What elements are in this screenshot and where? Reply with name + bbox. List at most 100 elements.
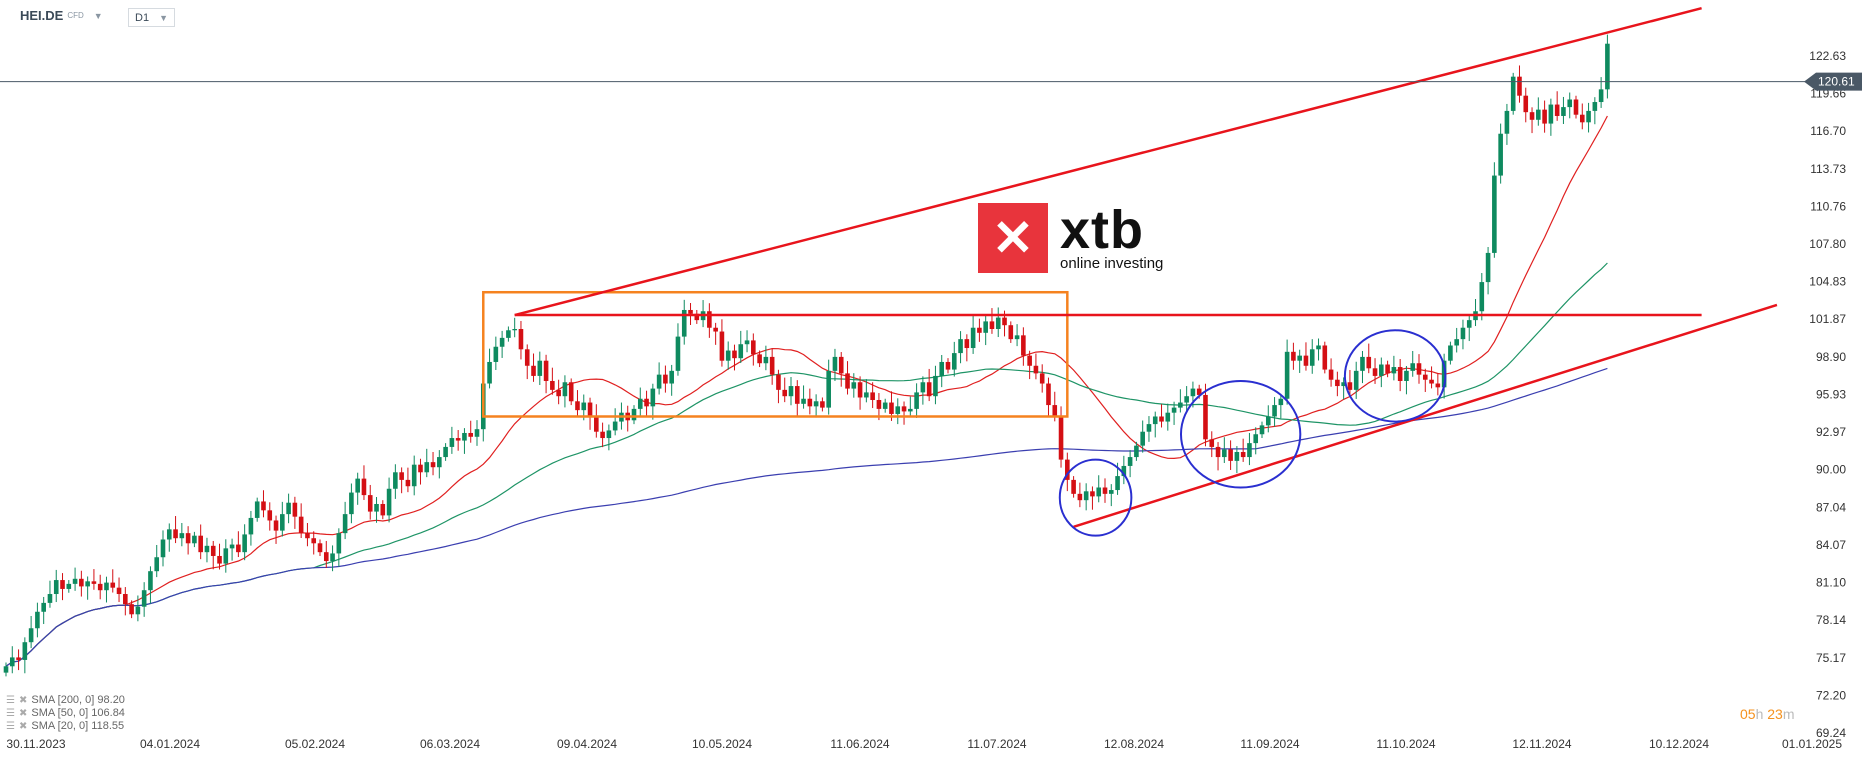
xtb-x-icon: ✕ bbox=[978, 203, 1048, 273]
candle bbox=[801, 385, 806, 409]
y-tick-label: 116.70 bbox=[1810, 124, 1846, 138]
y-tick-label: 113.73 bbox=[1810, 162, 1846, 176]
candle bbox=[1335, 371, 1340, 397]
candle-body bbox=[769, 356, 775, 375]
candle-body bbox=[763, 356, 769, 364]
candle-body bbox=[129, 604, 134, 615]
candle bbox=[223, 539, 229, 573]
candle-body bbox=[1360, 356, 1365, 371]
candle-body bbox=[1127, 457, 1133, 466]
candle bbox=[66, 580, 72, 593]
current-price-tag: 120.61 bbox=[1804, 72, 1862, 91]
candle-body bbox=[675, 336, 681, 371]
legend-sma-20[interactable]: ☰ ✖ SMA [20, 0] 118.55 bbox=[6, 720, 124, 732]
candle-body bbox=[85, 581, 90, 587]
candle-body bbox=[1422, 374, 1428, 380]
candle-body bbox=[91, 581, 97, 584]
candle bbox=[518, 320, 524, 360]
candle-body bbox=[1303, 355, 1309, 366]
y-tick-label: 101.87 bbox=[1809, 312, 1846, 326]
candle-body bbox=[1429, 379, 1434, 384]
candle bbox=[1165, 403, 1171, 431]
candle-body bbox=[958, 339, 963, 354]
candle-body bbox=[1121, 465, 1127, 477]
candle-body bbox=[499, 337, 505, 347]
legend-label: SMA [50, 0] 106.84 bbox=[31, 707, 125, 719]
candle bbox=[556, 379, 561, 405]
settings-icon[interactable]: ☰ bbox=[6, 720, 15, 732]
candle bbox=[719, 319, 725, 367]
x-tick-label: 10.12.2024 bbox=[1649, 737, 1709, 751]
countdown-minutes: 23 bbox=[1767, 706, 1783, 722]
candle bbox=[788, 376, 794, 406]
candle-body bbox=[28, 628, 34, 643]
candle-body bbox=[1215, 446, 1221, 458]
candle-body bbox=[1027, 355, 1032, 366]
candle bbox=[1510, 72, 1516, 115]
candle-body bbox=[719, 331, 725, 361]
candle-body bbox=[970, 327, 976, 349]
candle-body bbox=[1046, 383, 1051, 406]
symbol-name: HEI.DE bbox=[20, 8, 64, 23]
x-tick-label: 11.06.2024 bbox=[830, 737, 889, 751]
candle-body bbox=[757, 354, 762, 364]
candle-body bbox=[1536, 109, 1541, 120]
candle-body bbox=[1014, 335, 1020, 340]
symbol-selector[interactable]: HEI.DE CFD ▼ bbox=[20, 8, 103, 23]
settings-icon[interactable]: ☰ bbox=[6, 694, 15, 706]
candle bbox=[487, 348, 492, 389]
candle-body bbox=[1203, 394, 1208, 440]
timeframe-select[interactable]: D1 ▼ bbox=[128, 8, 175, 27]
candle bbox=[123, 587, 128, 616]
legend-sma-200[interactable]: ☰ ✖ SMA [200, 0] 98.20 bbox=[6, 694, 125, 706]
candle-body bbox=[141, 590, 147, 607]
candle-body bbox=[1592, 102, 1598, 111]
candle bbox=[631, 405, 637, 425]
close-icon[interactable]: ✖ bbox=[18, 720, 28, 732]
candle-body bbox=[732, 350, 737, 359]
candle bbox=[594, 404, 599, 438]
candle bbox=[418, 458, 423, 485]
settings-icon[interactable]: ☰ bbox=[6, 707, 15, 719]
candle-body bbox=[223, 548, 229, 564]
sma-20-line bbox=[5, 115, 1608, 667]
candle-body bbox=[1234, 451, 1240, 461]
candle bbox=[28, 615, 34, 649]
candle bbox=[1460, 319, 1466, 350]
candle bbox=[600, 422, 605, 448]
candle bbox=[826, 359, 831, 415]
candle bbox=[349, 483, 354, 524]
candle bbox=[1579, 103, 1585, 130]
candle-body bbox=[650, 388, 656, 407]
candle bbox=[298, 503, 304, 539]
candle-body bbox=[575, 401, 580, 411]
candle bbox=[1366, 343, 1372, 374]
candle bbox=[524, 344, 530, 380]
candle-body bbox=[707, 311, 712, 328]
close-icon[interactable]: ✖ bbox=[18, 694, 28, 706]
candle-body bbox=[1517, 76, 1522, 96]
candle bbox=[637, 387, 643, 416]
candle bbox=[1341, 377, 1346, 400]
candle bbox=[1554, 91, 1560, 121]
candle bbox=[782, 377, 788, 403]
candle bbox=[763, 345, 769, 371]
candle bbox=[468, 420, 474, 443]
legend-sma-50[interactable]: ☰ ✖ SMA [50, 0] 106.84 bbox=[6, 707, 125, 719]
candle-body bbox=[568, 382, 574, 402]
candle bbox=[694, 309, 700, 324]
candle bbox=[1083, 483, 1089, 511]
candle-body bbox=[336, 533, 342, 554]
candle-body bbox=[135, 606, 141, 615]
close-icon[interactable]: ✖ bbox=[18, 707, 28, 719]
x-tick-label: 10.05.2024 bbox=[692, 737, 752, 751]
candle-body bbox=[1065, 459, 1070, 480]
candle bbox=[1466, 315, 1472, 342]
candle-body bbox=[694, 313, 700, 321]
x-tick-label: 12.11.2024 bbox=[1512, 737, 1571, 751]
candle bbox=[1529, 107, 1535, 134]
candle bbox=[851, 373, 857, 398]
candle bbox=[1542, 100, 1547, 133]
candle-body bbox=[386, 488, 392, 516]
